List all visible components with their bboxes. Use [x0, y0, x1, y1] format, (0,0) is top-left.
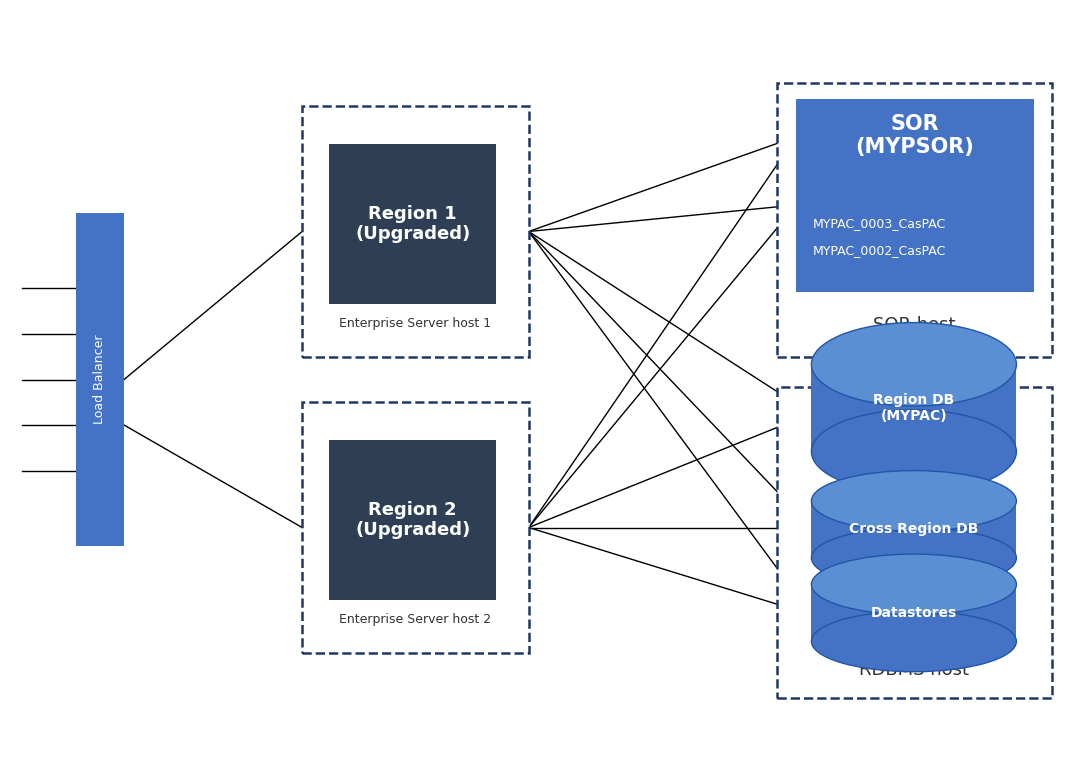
FancyBboxPatch shape: [811, 501, 1016, 558]
Text: Enterprise Server host 1: Enterprise Server host 1: [340, 317, 491, 330]
FancyBboxPatch shape: [302, 106, 529, 357]
Text: Load Balancer: Load Balancer: [93, 335, 107, 424]
Text: RDBMS host: RDBMS host: [860, 661, 969, 679]
Ellipse shape: [811, 471, 1016, 531]
FancyBboxPatch shape: [777, 387, 1052, 698]
Text: Region DB
(MYPAC): Region DB (MYPAC): [873, 393, 955, 423]
Text: Region 1
(Upgraded): Region 1 (Upgraded): [355, 204, 470, 244]
Text: Datastores: Datastores: [871, 606, 957, 620]
Ellipse shape: [811, 323, 1016, 406]
Ellipse shape: [811, 611, 1016, 672]
FancyBboxPatch shape: [811, 364, 1016, 452]
FancyBboxPatch shape: [76, 213, 124, 546]
Text: SOR
(MYPSOR): SOR (MYPSOR): [856, 114, 974, 157]
Text: SOR host: SOR host: [873, 316, 956, 334]
Ellipse shape: [811, 410, 1016, 493]
FancyBboxPatch shape: [777, 83, 1052, 357]
FancyBboxPatch shape: [329, 144, 496, 304]
FancyBboxPatch shape: [796, 99, 1034, 292]
FancyBboxPatch shape: [302, 402, 529, 653]
Ellipse shape: [811, 528, 1016, 588]
Text: MYPAC_0003_CasPAC: MYPAC_0003_CasPAC: [812, 217, 945, 231]
Text: Enterprise Server host 2: Enterprise Server host 2: [340, 613, 491, 626]
FancyBboxPatch shape: [811, 584, 1016, 641]
Ellipse shape: [811, 554, 1016, 615]
Text: MYPAC_0002_CasPAC: MYPAC_0002_CasPAC: [812, 244, 945, 257]
FancyBboxPatch shape: [329, 440, 496, 600]
Text: Region 2
(Upgraded): Region 2 (Upgraded): [355, 500, 470, 540]
Text: Cross Region DB: Cross Region DB: [849, 522, 979, 537]
